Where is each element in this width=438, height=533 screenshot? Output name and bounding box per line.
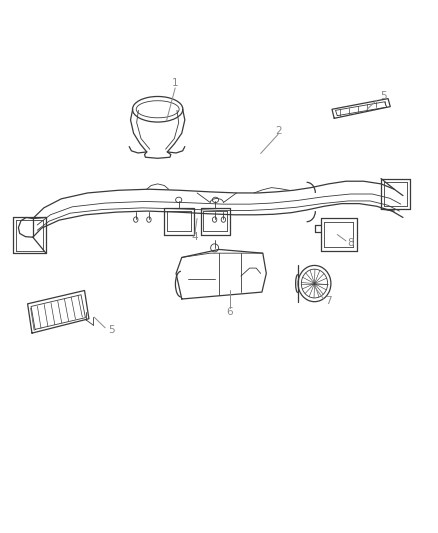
Text: 5: 5 (108, 326, 115, 335)
Text: 1: 1 (172, 78, 179, 87)
Text: 6: 6 (226, 307, 233, 317)
Text: 5: 5 (380, 91, 387, 101)
Text: 4: 4 (191, 232, 198, 242)
Text: 7: 7 (325, 296, 332, 306)
Text: 8: 8 (347, 238, 354, 247)
Text: 2: 2 (275, 126, 282, 135)
